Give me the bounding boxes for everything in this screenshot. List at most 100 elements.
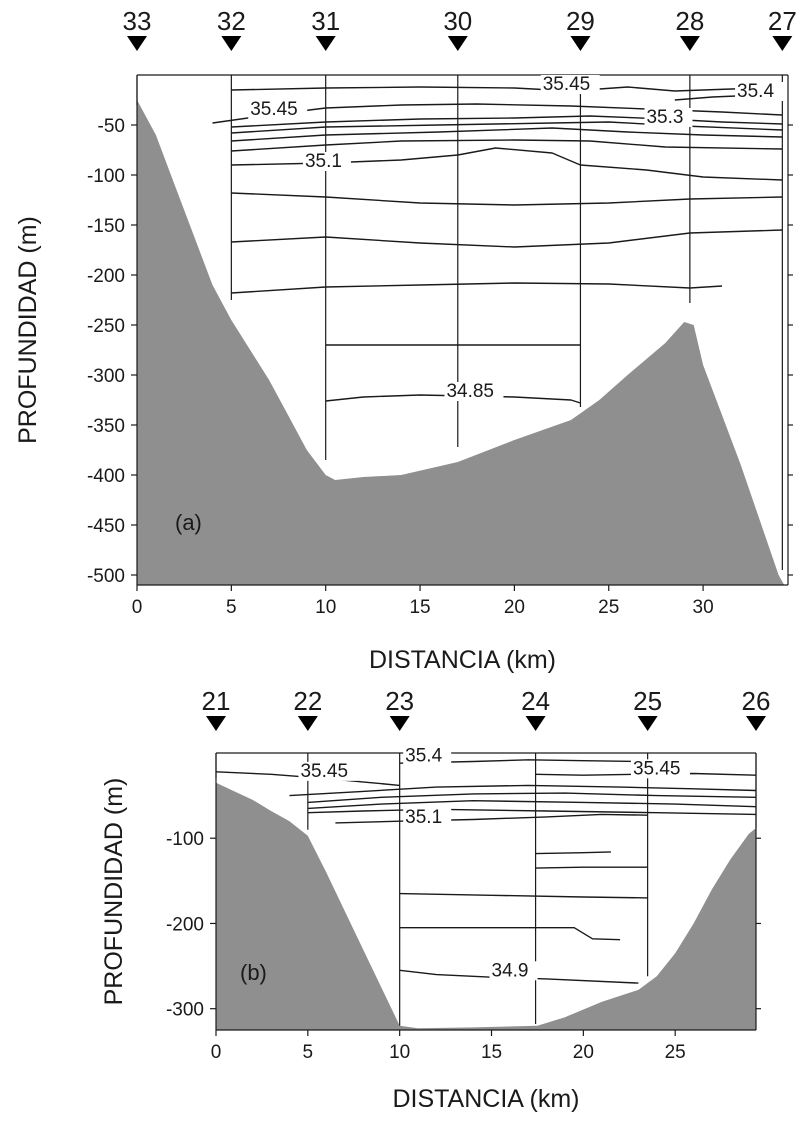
contour-line	[335, 813, 648, 824]
y-tick-label: -250	[87, 316, 125, 337]
y-tick-label: -150	[87, 216, 125, 237]
station-marker-icon	[679, 36, 700, 51]
contour-label-bg	[403, 807, 452, 827]
x-axis-title: DISTANCIA (km)	[369, 646, 556, 674]
x-tick-label: 5	[303, 1042, 314, 1063]
seafloor-fill	[137, 100, 785, 585]
contour-line	[307, 792, 757, 804]
x-tick-label: 30	[693, 597, 714, 618]
station-label: 29	[566, 6, 595, 36]
y-tick-label: -300	[166, 1000, 204, 1021]
seafloor-fill	[216, 782, 756, 1030]
station-label: 25	[633, 686, 662, 716]
contour-line	[231, 121, 783, 134]
contour-line	[399, 927, 621, 941]
station-marker-icon	[570, 36, 591, 51]
station-label: 31	[311, 6, 340, 36]
contour-line	[231, 127, 783, 142]
station-marker-icon	[772, 36, 793, 51]
contour-label-bg	[403, 746, 452, 766]
contour-label-bg	[489, 961, 538, 981]
y-tick-label: -200	[87, 266, 125, 287]
station-marker-icon	[315, 36, 336, 51]
contour-line	[231, 86, 783, 92]
panel-label: (a)	[175, 510, 202, 535]
contour-label: 35.45	[543, 74, 591, 95]
contour-label-bg	[630, 759, 690, 779]
station-marker-icon	[637, 716, 658, 731]
station-marker-icon	[447, 36, 468, 51]
x-tick-label: 20	[504, 597, 525, 618]
y-tick-label: -350	[87, 416, 125, 437]
contour-label: 34.9	[492, 960, 529, 981]
x-axis-title: DISTANCIA (km)	[392, 1085, 579, 1113]
x-tick-label: 15	[409, 597, 430, 618]
x-tick-label: 25	[598, 597, 619, 618]
station-label: 24	[521, 686, 550, 716]
x-tick-label: 20	[573, 1042, 594, 1063]
station-label: 22	[293, 686, 322, 716]
x-tick-label: 10	[389, 1042, 410, 1063]
station-label: 23	[385, 686, 414, 716]
contour-label: 35.45	[300, 761, 348, 782]
contour-line	[231, 139, 783, 152]
contour-label-bg	[298, 761, 358, 781]
y-tick-label: -400	[87, 466, 125, 487]
contour-label: 35.1	[305, 151, 342, 172]
y-tick-label: -100	[87, 166, 125, 187]
x-tick-label: 10	[315, 597, 336, 618]
contour-line	[231, 192, 783, 206]
contour-label: 35.3	[646, 107, 683, 128]
station-marker-icon	[525, 716, 546, 731]
y-axis-title: PROFUNDIDAD (m)	[14, 216, 42, 444]
contour-line	[307, 808, 757, 816]
station-label: 33	[123, 6, 152, 36]
station-marker-icon	[389, 716, 410, 731]
x-tick-label: 0	[132, 597, 143, 618]
y-tick-label: -450	[87, 516, 125, 537]
contour-label: 35.1	[405, 807, 442, 828]
contour-label-bg	[248, 100, 308, 119]
x-tick-label: 5	[226, 597, 237, 618]
panel-a: 33 32 31 30 29 28 27 35.45 35.45 35.4 35.3 35.1 34.8…	[14, 6, 797, 674]
contour-line	[307, 800, 757, 810]
y-tick-label: -200	[166, 914, 204, 935]
contour-line	[535, 851, 611, 855]
contour-line	[399, 892, 648, 899]
panel-label: (b)	[240, 960, 267, 985]
station-marker-icon	[746, 716, 766, 731]
station-label: 32	[217, 6, 246, 36]
x-tick-label: 25	[665, 1042, 686, 1063]
y-tick-label: -300	[87, 366, 125, 387]
contour-label: 35.4	[405, 746, 442, 767]
y-tick-label: -100	[166, 829, 204, 850]
contour-line	[231, 147, 783, 181]
station-label: 27	[768, 6, 797, 36]
x-tick-label: 15	[481, 1042, 502, 1063]
station-marker-icon	[127, 36, 147, 51]
station-label: 21	[202, 686, 231, 716]
y-tick-label: -50	[98, 116, 125, 137]
contour-line	[535, 866, 648, 869]
station-label: 30	[443, 6, 472, 36]
station-marker-icon	[297, 716, 318, 731]
station-marker-icon	[221, 36, 242, 51]
contour-label-bg	[644, 108, 693, 127]
contour-label-bg	[444, 382, 504, 401]
station-label: 28	[675, 6, 704, 36]
panel-b: 21 22 23 24 25 26 35.45 35.4 35.45 35.1 34.9 0 5 10 15…	[100, 686, 770, 1113]
contour-line	[231, 229, 783, 248]
contour-label-bg	[302, 152, 351, 171]
station-marker-icon	[206, 716, 226, 731]
contour-line	[289, 784, 757, 797]
contour-label: 35.4	[737, 81, 774, 102]
contour-line	[231, 115, 783, 128]
contour-line	[231, 282, 723, 294]
contour-label: 35.45	[633, 758, 681, 779]
station-label: 26	[742, 686, 771, 716]
x-tick-label: 0	[211, 1042, 222, 1063]
y-axis-title: PROFUNDIDAD (m)	[100, 778, 128, 1006]
y-tick-label: -500	[87, 566, 125, 587]
contour-label: 35.45	[250, 99, 298, 120]
